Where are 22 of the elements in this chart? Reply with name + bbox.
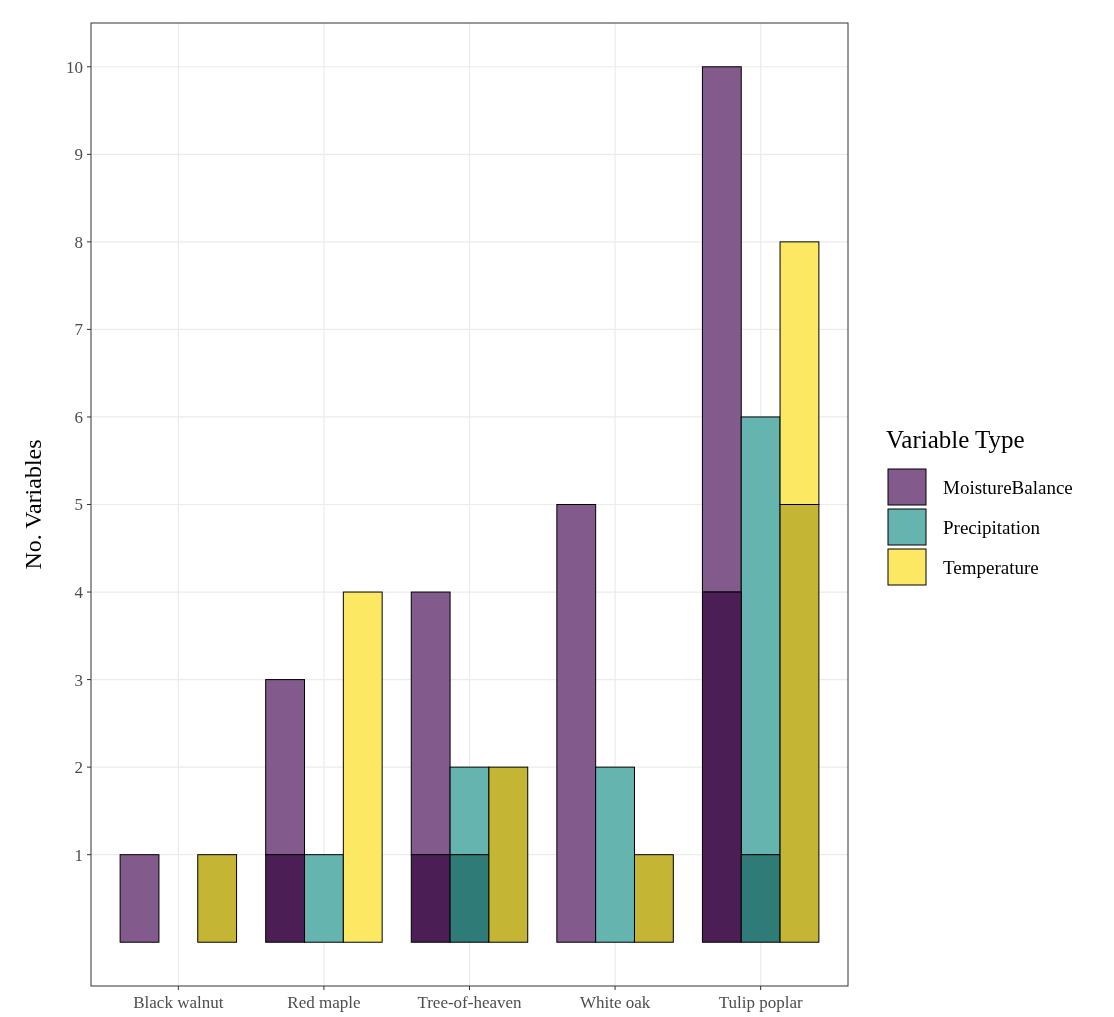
- x-tick-label: Tree-of-heaven: [417, 993, 523, 1012]
- y-tick-label: 10: [66, 57, 83, 77]
- legend-label: MoistureBalance: [943, 476, 1073, 498]
- legend-label: Precipitation: [943, 516, 1041, 538]
- y-tick-label: 6: [74, 407, 83, 427]
- legend-title: Variable Type: [886, 426, 1025, 453]
- legend-label: Temperature: [943, 556, 1039, 578]
- y-tick-label: 8: [74, 232, 83, 252]
- y-tick-label: 2: [74, 758, 83, 778]
- x-tick-label: Tulip poplar: [718, 993, 803, 1012]
- y-tick-label: 1: [74, 845, 83, 865]
- y-tick-label: 5: [74, 495, 83, 515]
- x-tick-label: Red maple: [287, 993, 361, 1012]
- y-tick-label: 7: [74, 320, 84, 340]
- bar: [197, 854, 238, 943]
- bar: [119, 854, 160, 943]
- y-tick-label: 3: [74, 670, 83, 690]
- y-tick-label: 4: [74, 583, 84, 602]
- y-axis-title: No. Variables: [20, 439, 46, 570]
- x-tick-label: Black walnut: [133, 993, 224, 1012]
- x-tick-label: White oak: [579, 993, 651, 1012]
- y-tick-label: 9: [74, 145, 83, 165]
